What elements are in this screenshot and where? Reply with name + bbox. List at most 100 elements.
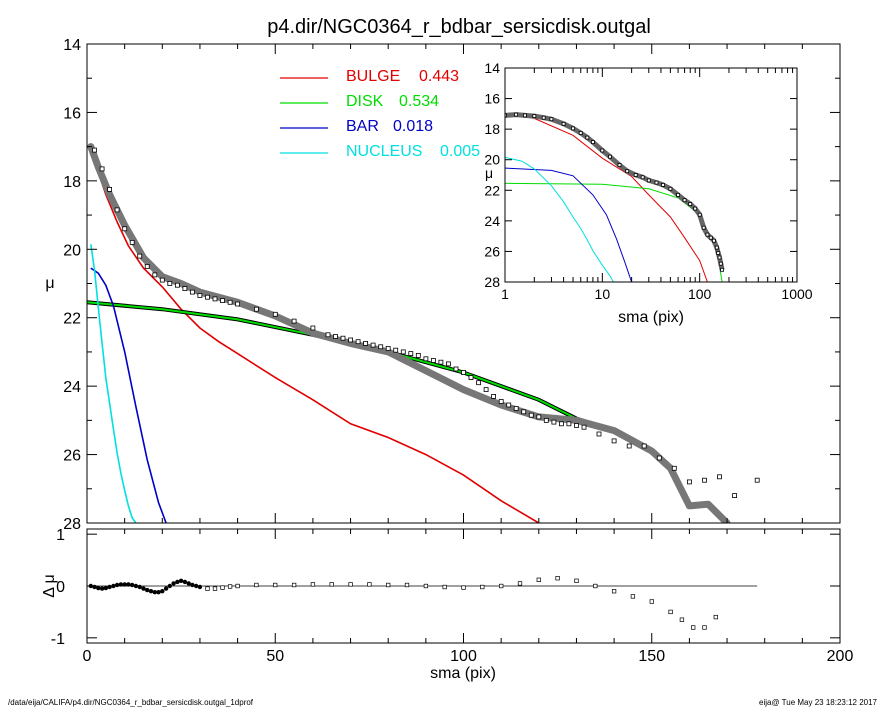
main-y-tick-label: 28: [63, 516, 81, 533]
legend-item-disk: DISK 0.534: [280, 93, 439, 110]
main-observed-point: [521, 409, 527, 415]
residual-point: [480, 584, 485, 590]
main-observed-point: [325, 332, 331, 338]
inset-observed-point: [682, 198, 687, 203]
residual-point: [190, 582, 195, 588]
residual-point: [555, 576, 560, 581]
main-observed-point: [235, 301, 241, 307]
inset-plot-series: [505, 112, 725, 282]
main-observed-point: [528, 412, 534, 418]
residual-x-tick-label: 100: [450, 648, 477, 665]
inset-observed-point: [571, 126, 575, 131]
main-observed-point: [291, 318, 297, 324]
inset-observed-point: [617, 163, 622, 168]
residual-point: [141, 586, 146, 591]
inset-y-tick-label: 20: [484, 152, 500, 168]
main-observed-point: [114, 207, 120, 213]
main-observed-point: [641, 443, 647, 449]
inset-observed-point: [716, 251, 721, 255]
inset-observed-point: [541, 115, 546, 120]
legend-value-bar: 0.018: [393, 118, 433, 135]
inset-observed-point: [608, 154, 612, 159]
main-observed-point: [227, 299, 233, 305]
residual-point: [404, 582, 410, 588]
main-observed-point: [506, 402, 512, 408]
residual-point: [679, 617, 685, 622]
residual-point: [103, 585, 109, 591]
main-observed-point: [220, 298, 225, 304]
main-observed-point: [152, 272, 158, 278]
residual-point: [148, 589, 154, 594]
inset-observed-point: [697, 212, 702, 217]
residual-point: [99, 586, 105, 591]
residual-point: [649, 599, 654, 604]
residual-point: [691, 625, 696, 630]
inset-background: [505, 68, 797, 282]
main-observed-point: [687, 479, 692, 485]
main-observed-point: [363, 340, 369, 346]
main-observed-point: [333, 334, 338, 339]
inset-series-nucleus: [505, 156, 614, 282]
main-y-tick-label: 24: [63, 379, 81, 396]
inset-observed-point: [549, 117, 554, 122]
residual-x-axis: 0 50 100 150 200: [83, 529, 854, 665]
main-series-model: [87, 143, 731, 523]
main-y-axis-label: μ: [45, 275, 54, 292]
inset-observed-point: [578, 131, 583, 135]
legend-label-disk: DISK: [346, 93, 384, 110]
main-observed-point: [717, 474, 722, 480]
main-observed-point: [92, 147, 97, 153]
residual-point: [423, 583, 429, 589]
legend-item-bar: BAR 0.018: [280, 118, 433, 135]
residual-point: [160, 589, 165, 594]
main-observed-point: [408, 351, 414, 357]
inset-observed-point: [720, 267, 724, 272]
residual-point: [96, 585, 101, 591]
inset-x-tick-label: 100: [688, 286, 712, 302]
main-observed-point: [182, 286, 188, 292]
main-observed-point: [107, 186, 112, 192]
main-y-tick-label: 22: [63, 311, 81, 328]
inset-series-bar: [505, 167, 633, 282]
residual-point: [107, 584, 112, 590]
residual-x-tick-label: 0: [83, 648, 92, 665]
main-observed-point: [99, 166, 105, 172]
inset-x-axis-label: sma (pix): [618, 309, 684, 326]
main-observed-point: [189, 289, 195, 295]
main-observed-point: [348, 337, 354, 343]
main-y-tick-label: 20: [63, 242, 81, 259]
inset-observed-point: [661, 182, 665, 187]
main-observed-point: [415, 352, 421, 358]
residual-point: [122, 582, 127, 587]
inset-series-bulge: [505, 113, 708, 282]
residual-point: [461, 585, 466, 590]
main-series-bulge: [90, 146, 540, 523]
inset-y-tick-label: 24: [484, 213, 500, 229]
main-observed-point: [205, 294, 210, 300]
main-observed-point: [453, 366, 459, 372]
residual-point: [156, 590, 161, 595]
main-observed-point: [468, 375, 474, 381]
main-series-nucleus: [90, 244, 137, 523]
legend-value-disk: 0.534: [399, 93, 439, 110]
chart-title: p4.dir/NGC0364_r_bdbar_sersicdisk.outgal: [267, 16, 651, 38]
inset-observed-point: [514, 112, 518, 117]
residual-point: [517, 581, 523, 586]
main-observed-point: [129, 239, 135, 245]
residual-x-tick-label: 200: [827, 648, 854, 665]
residual-y-tick-label: 0: [56, 579, 65, 596]
residual-point: [167, 583, 172, 589]
residual-point: [227, 584, 233, 589]
inset-observed-point: [708, 235, 713, 240]
main-y-axis: 14 16 18 20 22 24 26 28: [63, 37, 840, 533]
main-observed-point: [423, 356, 429, 362]
inset-observed-point: [714, 245, 719, 250]
main-observed-point: [310, 325, 316, 331]
main-observed-point: [491, 393, 497, 399]
residual-point: [593, 583, 598, 589]
residual-point: [130, 582, 135, 588]
inset-x-tick-label: 1: [501, 286, 509, 302]
inset-x-axis: 1 10 100 1000: [501, 68, 813, 302]
inset-observed-point: [688, 202, 693, 206]
